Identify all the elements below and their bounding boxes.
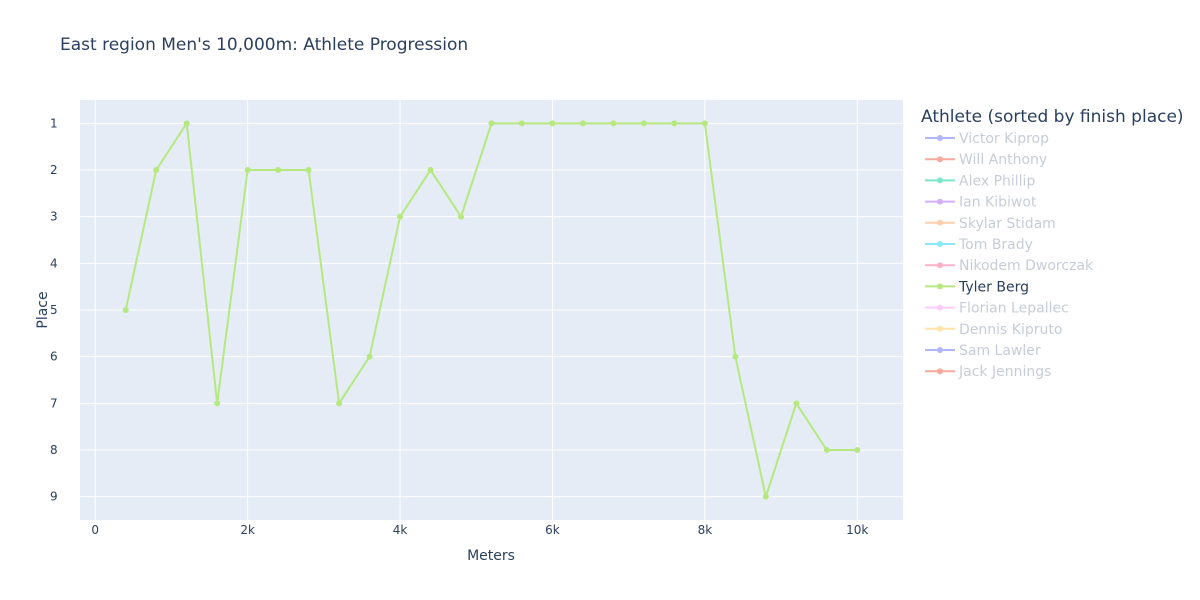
data-point <box>640 120 647 127</box>
y-tick-label: 1 <box>50 116 58 130</box>
y-tick-label: 6 <box>50 350 58 364</box>
legend-label: Nikodem Dworczak <box>959 258 1094 274</box>
data-point <box>823 447 830 453</box>
legend-label: Skylar Stidam <box>959 216 1056 232</box>
data-point <box>183 120 190 127</box>
x-tick-label: 0 <box>91 523 99 537</box>
legend-swatch-marker <box>937 262 943 269</box>
y-axis-ticks: 1 2 3 4 5 6 7 8 9 <box>50 116 58 503</box>
y-tick-label: 4 <box>50 256 58 270</box>
legend-item[interactable]: Florian Lepallec <box>925 301 1069 317</box>
legend-swatch-marker <box>937 198 943 205</box>
y-axis-title: Place <box>35 291 51 328</box>
legend-label: Tyler Berg <box>958 279 1029 295</box>
x-tick-label: 4k <box>393 523 408 537</box>
data-point <box>518 120 525 127</box>
data-point <box>305 167 312 173</box>
legend-label: Victor Kiprop <box>959 131 1049 147</box>
legend-label: Ian Kibiwot <box>959 195 1037 211</box>
legend-item[interactable]: Nikodem Dworczak <box>925 258 1094 274</box>
x-axis-title: Meters <box>467 548 515 564</box>
data-point <box>732 353 739 360</box>
legend-swatch-marker <box>937 347 943 353</box>
legend-item[interactable]: Alex Phillip <box>925 173 1035 189</box>
legend-swatch-marker <box>937 241 943 247</box>
grid <box>80 100 903 520</box>
data-point <box>488 120 495 127</box>
legend-label: Tom Brady <box>958 237 1033 253</box>
y-tick-label: 8 <box>50 443 58 457</box>
data-point <box>854 447 861 453</box>
y-tick-label: 7 <box>50 396 58 410</box>
legend-label: Will Anthony <box>959 152 1047 168</box>
y-tick-label: 9 <box>50 490 58 504</box>
legend-label: Jack Jennings <box>958 364 1051 380</box>
y-tick-label: 5 <box>50 303 58 317</box>
legend-swatch-marker <box>937 304 943 311</box>
legend-swatch-marker <box>937 325 943 332</box>
data-point <box>427 167 434 173</box>
legend-title: Athlete (sorted by finish place) <box>921 107 1184 127</box>
legend-item[interactable]: Ian Kibiwot <box>925 195 1037 211</box>
legend-label: Sam Lawler <box>959 343 1041 359</box>
legend-item[interactable]: Victor Kiprop <box>925 131 1049 147</box>
data-point <box>610 120 617 127</box>
chart-title: East region Men's 10,000m: Athlete Progr… <box>60 35 468 55</box>
data-point <box>762 493 769 500</box>
legend-swatch-marker <box>937 368 943 375</box>
x-tick-label: 6k <box>545 523 560 537</box>
series-lines <box>122 120 861 500</box>
legend-item[interactable]: Will Anthony <box>925 152 1047 168</box>
legend-item[interactable]: Tom Brady <box>925 237 1033 253</box>
data-point <box>793 400 800 407</box>
legend-swatch-marker <box>937 219 943 226</box>
legend-item[interactable]: Dennis Kipruto <box>925 322 1062 338</box>
legend-swatch-marker <box>937 135 943 141</box>
data-point <box>366 353 373 360</box>
legend-item[interactable]: Sam Lawler <box>925 343 1041 359</box>
x-axis-ticks: 0 2k 4k 6k 8k 10k <box>91 523 868 537</box>
data-point <box>549 120 556 127</box>
data-point <box>153 167 160 173</box>
data-point <box>214 400 221 407</box>
legend-item[interactable]: Jack Jennings <box>925 364 1051 380</box>
legend-item[interactable]: Tyler Berg <box>925 279 1029 295</box>
legend-swatch-marker <box>937 177 943 184</box>
legend-label: Dennis Kipruto <box>959 322 1062 338</box>
legend-item[interactable]: Skylar Stidam <box>925 216 1056 232</box>
legend-swatch-marker <box>937 156 943 163</box>
data-point <box>397 213 404 220</box>
x-tick-label: 2k <box>240 523 255 537</box>
x-tick-label: 10k <box>846 523 868 537</box>
data-point <box>701 120 708 127</box>
data-point <box>579 120 586 127</box>
y-tick-label: 2 <box>50 163 58 177</box>
y-tick-label: 3 <box>50 210 58 224</box>
data-point <box>458 213 465 220</box>
data-point <box>671 120 678 127</box>
legend[interactable]: Victor Kiprop Will Anthony Alex Phillip Ian… <box>925 131 1094 380</box>
data-point <box>275 167 282 173</box>
legend-label: Florian Lepallec <box>959 301 1069 317</box>
data-point <box>244 167 251 173</box>
legend-label: Alex Phillip <box>959 173 1035 189</box>
data-point <box>122 307 129 313</box>
data-point <box>336 400 343 407</box>
x-tick-label: 8k <box>698 523 713 537</box>
legend-swatch-marker <box>937 283 943 290</box>
